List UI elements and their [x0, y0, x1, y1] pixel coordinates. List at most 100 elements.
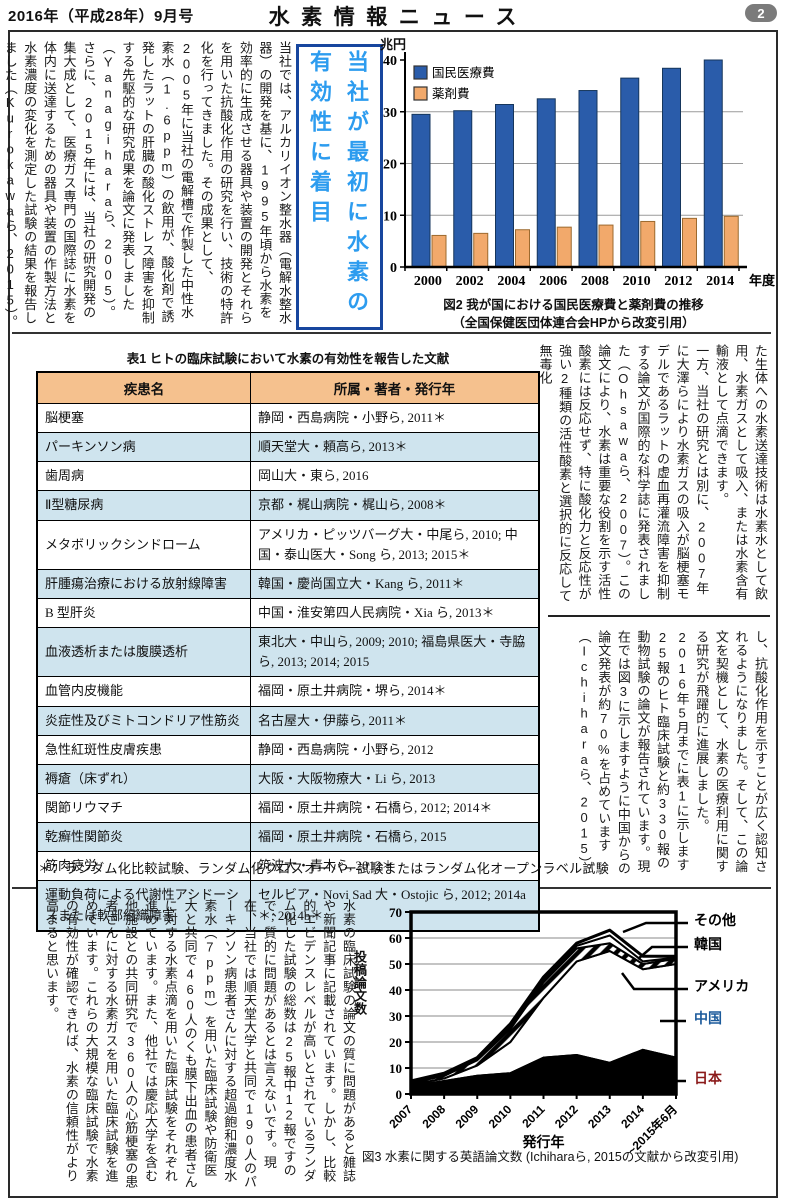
fig3-label-2: アメリカ: [694, 978, 749, 994]
table-row: 歯周病 岡山大・東ら, 2016: [36, 461, 540, 492]
svg-text:50: 50: [389, 957, 402, 972]
svg-text:20: 20: [383, 158, 397, 173]
highlight-text: 当社が最初に水素の 有効性に着目: [307, 50, 369, 320]
svg-text:2010: 2010: [623, 274, 651, 289]
bottom-left-paragraph: 水素の臨床試験の論文の質に問題があると雑誌や新聞記事に記載されています。しかし、…: [44, 899, 356, 1189]
disease-cell: パーキンソン病: [36, 432, 251, 463]
table-row: Ⅱ型糖尿病 京都・梶山病院・梶山ら, 2008＊: [36, 490, 540, 521]
fig2-caption-line2: （全国保健医団体連合会HPから改変引用）: [452, 316, 695, 330]
table-row: 筋肉疲労 筑波大・青木ら, 2012＊: [36, 851, 540, 882]
fig3-label-1: 中国: [694, 1010, 722, 1026]
source-cell: セルビア・Novi Sad 大・Ostojic ら, 2012; 2014a＊;…: [250, 880, 540, 932]
source-cell: アメリカ・ピッツバーグ大・中尾ら, 2010; 中国・泰山医大・Song ら, …: [250, 519, 540, 570]
svg-text:2014: 2014: [618, 1102, 647, 1131]
table-row: 運動負荷による代謝性アシドーシスまたは軟部組織障害 セルビア・Novi Sad 大…: [36, 880, 540, 932]
fig3-caption: 図3 水素に関する英語論文数 (Ichiharaら, 2015の文献から改変引用…: [362, 1150, 739, 1164]
svg-text:2008: 2008: [581, 274, 609, 289]
svg-text:発行年: 発行年: [522, 1134, 565, 1150]
source-cell: 名古屋大・伊藤ら, 2011＊: [250, 705, 540, 736]
right-paragraph-bottom: し、抗酸化作用を示すことが広く認知されるようになりました。そして、この論文を契機…: [576, 630, 768, 877]
table-row: B 型肝炎 中国・淮安第四人民病院・Xia ら, 2013＊: [36, 597, 540, 629]
table1-block: 表1 ヒトの臨床試験において水素の有効性を報告した文献 疾患名 所属・著者・発行…: [36, 348, 540, 932]
table-row: 褥瘡（床ずれ） 大阪・大阪物療大・Li ら, 2013: [36, 763, 540, 794]
svg-text:40: 40: [383, 54, 397, 69]
svg-text:10: 10: [383, 209, 397, 224]
svg-text:10: 10: [389, 1061, 402, 1076]
page-number-badge: 2: [745, 4, 777, 22]
source-cell: 韓国・慶尚国立大・Kang ら, 2011＊: [250, 568, 540, 599]
table-row: 血液透析または腹膜透析 東北大・中山ら, 2009; 2010; 福島県医大・寺脇…: [36, 627, 540, 678]
svg-text:70: 70: [389, 905, 402, 920]
svg-text:40: 40: [389, 983, 402, 998]
svg-text:30: 30: [383, 106, 397, 121]
table-row: 脳梗塞 静岡・西島病院・小野ら, 2011＊: [36, 402, 540, 434]
table-row: メタボリックシンドローム アメリカ・ピッツバーグ大・中尾ら, 2010; 中国・泰…: [36, 519, 540, 570]
source-cell: 順天堂大・頼高ら, 2013＊: [250, 432, 540, 463]
source-cell: 筑波大・青木ら, 2012＊: [250, 851, 540, 882]
table-row: 血管内皮機能 福岡・原土井病院・堺ら, 2014＊: [36, 676, 540, 707]
svg-text:2009: 2009: [453, 1102, 482, 1131]
source-cell: 福岡・原土井病院・堺ら, 2014＊: [250, 676, 540, 707]
source-cell: 福岡・原土井病院・石橋ら, 2012; 2014＊: [250, 792, 540, 824]
right-paragraph-top: た生体への水素送達技術は水素水として飲用、水素ガスとして吸入、または水素含有輸液…: [537, 344, 768, 603]
source-cell: 福岡・原土井病院・石橋ら, 2015: [250, 822, 540, 853]
svg-text:薬剤費: 薬剤費: [432, 86, 470, 101]
intro-paragraph: 当社では、アルカリイオン整水器（電解水整水器）の開発を基に、1995年頃から水素…: [2, 41, 292, 329]
disease-cell: 歯周病: [36, 461, 251, 492]
table-row: 炎症性及びミトコンドリア性筋炎 名古屋大・伊藤ら, 2011＊: [36, 705, 540, 736]
table-row: パーキンソン病 順天堂大・頼高ら, 2013＊: [36, 432, 540, 463]
col-header-source: 所属・著者・発行年: [250, 371, 540, 404]
clinical-trials-table: 疾患名 所属・著者・発行年 脳梗塞 静岡・西島病院・小野ら, 2011＊ パーキンソ…: [36, 371, 540, 932]
svg-text:2000: 2000: [414, 274, 442, 289]
source-cell: 中国・淮安第四人民病院・Xia ら, 2013＊: [250, 597, 540, 629]
table1-footnote: ＊：ランダム化比較試験、ランダム化クロスオーバー試験またはランダム化オープンラベ…: [38, 861, 609, 876]
figure3-papers-chart: 投稿論文数 0 10 20 30 40 50 60 70 2007 2008 2009 2010 201…: [348, 895, 773, 1195]
disease-cell: 急性紅斑性皮膚疾患: [36, 734, 251, 765]
svg-text:20: 20: [389, 1035, 402, 1050]
svg-text:2011: 2011: [519, 1102, 548, 1131]
svg-text:2006: 2006: [539, 274, 567, 289]
disease-cell: 関節リウマチ: [36, 792, 251, 824]
disease-cell: 脳梗塞: [36, 402, 251, 434]
svg-text:2002: 2002: [456, 274, 484, 289]
svg-text:2010: 2010: [486, 1102, 515, 1131]
disease-cell: 褥瘡（床ずれ）: [36, 763, 251, 794]
fig3-label-3: 韓国: [694, 936, 722, 952]
svg-text:0: 0: [396, 1087, 403, 1102]
table-row: 乾癬性関節炎 福岡・原土井病院・石橋ら, 2015: [36, 822, 540, 853]
source-cell: 東北大・中山ら, 2009; 2010; 福島県医大・寺脇ら, 2013; 20…: [250, 627, 540, 678]
svg-text:2012: 2012: [664, 274, 692, 289]
disease-cell: 運動負荷による代謝性アシドーシスまたは軟部組織障害: [36, 880, 251, 932]
source-cell: 京都・梶山病院・梶山ら, 2008＊: [250, 490, 540, 521]
svg-text:2008: 2008: [419, 1102, 448, 1131]
svg-text:0: 0: [390, 261, 397, 276]
table-row: 急性紅斑性皮膚疾患 静岡・西島病院・小野ら, 2012: [36, 734, 540, 765]
fig2-unit-label: 兆円: [380, 37, 407, 52]
newsletter-title: 水素情報ニュース: [268, 6, 528, 29]
source-cell: 大阪・大阪物療大・Li ら, 2013: [250, 763, 540, 794]
fig3-y-axis-label: 投稿論文数: [352, 950, 367, 1015]
fig2-caption-line1: 図2 我が国における国民医療費と薬剤費の推移: [443, 298, 704, 312]
disease-cell: B 型肝炎: [36, 597, 251, 629]
svg-text:国民医療費: 国民医療費: [432, 65, 495, 80]
disease-cell: Ⅱ型糖尿病: [36, 490, 251, 521]
svg-text:2012: 2012: [552, 1102, 581, 1131]
right-column-divider: [548, 615, 770, 617]
table-row: 関節リウマチ 福岡・原土井病院・石橋ら, 2012; 2014＊: [36, 792, 540, 824]
disease-cell: 血液透析または腹膜透析: [36, 627, 251, 678]
section-divider-1: [12, 332, 771, 334]
svg-text:2007: 2007: [386, 1102, 415, 1131]
highlight-box: 当社が最初に水素の 有効性に着目: [296, 44, 383, 330]
svg-text:年度: 年度: [749, 273, 775, 288]
disease-cell: 血管内皮機能: [36, 676, 251, 707]
col-header-disease: 疾患名: [36, 371, 251, 404]
disease-cell: メタボリックシンドローム: [36, 519, 251, 570]
source-cell: 岡山大・東ら, 2016: [250, 461, 540, 492]
svg-text:60: 60: [389, 931, 402, 946]
issue-date: 2016年（平成28年）9月号: [8, 8, 194, 25]
disease-cell: 乾癬性関節炎: [36, 822, 251, 853]
disease-cell: 炎症性及びミトコンドリア性筋炎: [36, 705, 251, 736]
disease-cell: 肝腫瘍治療における放射線障害: [36, 568, 251, 599]
